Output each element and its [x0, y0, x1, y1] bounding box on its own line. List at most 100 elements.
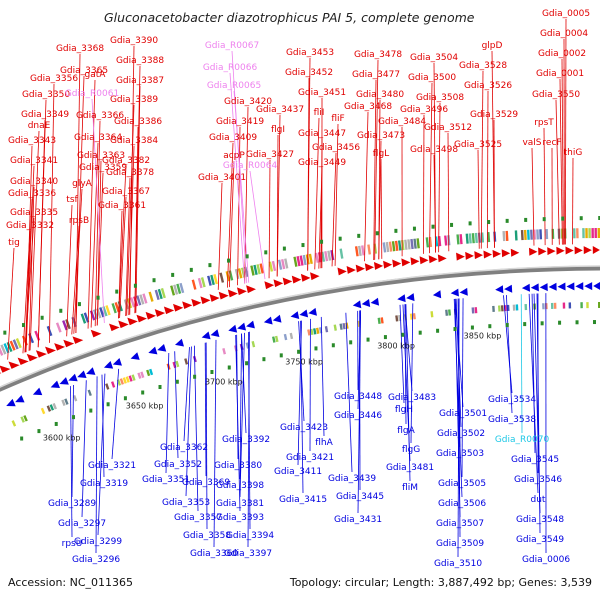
cog-color-band: [299, 255, 304, 266]
cog-color-band: [407, 239, 411, 250]
cog-color-band: [361, 245, 365, 256]
gene-label: Gdia_3409: [209, 133, 257, 143]
tick-marker: [171, 272, 175, 277]
cog-color-band: [114, 302, 120, 313]
forward-gene-arrow: [419, 256, 429, 265]
forward-gene-arrow: [428, 255, 438, 264]
forward-gene-arrow: [373, 261, 384, 270]
gene-label-connector: [128, 145, 135, 316]
cog-color-band: [310, 328, 314, 336]
cog-color-band: [333, 324, 337, 331]
gene-label: Gdia_3340: [10, 177, 58, 187]
gene-label-connector: [399, 304, 405, 404]
reverse-gene-arrow: [352, 300, 362, 309]
gene-label-connector: [543, 127, 546, 246]
reverse-gene-arrow: [86, 367, 96, 375]
tick-marker: [505, 218, 509, 223]
tick-marker: [383, 335, 387, 340]
gene-labels: Gdia_0005 Gdia_0004 Gdia_0002 Gdia_0001 Gdia…: [6, 9, 590, 569]
gene-label-connector: [71, 225, 80, 335]
tick-marker: [133, 283, 137, 288]
tick-marker: [54, 421, 58, 426]
gene-label: tig: [8, 238, 20, 248]
gene-label: Gdia_3343: [8, 136, 56, 146]
tick-marker: [579, 216, 583, 221]
tick-marker: [77, 302, 81, 307]
cog-color-band: [80, 313, 87, 324]
cog-color-band: [430, 311, 434, 318]
reverse-gene-arrow: [201, 331, 211, 340]
gene-label-connector: [126, 104, 135, 316]
cog-color-band: [222, 348, 227, 355]
reverse-gene-arrow: [272, 314, 282, 323]
gene-label: Gdia_3420: [224, 97, 272, 107]
cog-color-band: [0, 346, 4, 356]
cog-color-band: [110, 381, 116, 388]
gene-label: Gdia_3297: [58, 519, 106, 529]
tick-marker: [470, 325, 474, 330]
gene-label: Gdia_3448: [334, 392, 382, 402]
forward-gene-arrow: [191, 298, 202, 307]
cog-color-band: [308, 253, 313, 265]
forward-gene-arrow: [492, 249, 502, 258]
gene-label-connector: [235, 334, 241, 512]
reverse-gene-arrow: [557, 282, 566, 291]
cog-color-band: [385, 241, 390, 253]
cog-color-band: [219, 272, 225, 283]
gene-label: Gdia_3349: [21, 110, 69, 120]
cog-color-band: [307, 329, 311, 336]
gene-label: Gdia_3397: [224, 549, 272, 559]
gene-label-connector: [433, 154, 437, 253]
gene-label: rpsT: [534, 118, 554, 128]
gene-label: Gdia_3496: [400, 105, 448, 115]
gene-label-connector: [300, 320, 304, 494]
gene-label: acpP: [223, 151, 245, 161]
gene-label: Gdia_3363: [77, 151, 125, 161]
tick-marker: [141, 390, 145, 395]
accession-text: Accession: NC_011365: [8, 576, 133, 589]
tick-marker: [558, 320, 562, 325]
tick-marker: [375, 231, 379, 236]
gene-label: gatA: [85, 70, 107, 80]
cog-color-band: [111, 303, 117, 314]
tick-marker: [115, 289, 119, 294]
gene-label: Gdia_3452: [285, 68, 333, 78]
cog-color-band: [339, 323, 343, 330]
gene-label: Gdia_3512: [424, 123, 472, 133]
tick-marker: [158, 384, 162, 389]
cog-color-band: [321, 251, 326, 262]
tick-marker: [450, 222, 454, 227]
tick-marker: [106, 402, 110, 407]
cog-color-band: [357, 320, 361, 327]
tick-marker: [331, 343, 335, 348]
gene-label: Gdia_3332: [6, 221, 54, 231]
reverse-gene-arrow: [77, 370, 87, 379]
forward-gene-arrow: [109, 323, 120, 332]
reverse-gene-arrow: [130, 352, 140, 360]
gene-label-connector: [357, 310, 362, 514]
forward-gene-arrow: [0, 365, 11, 373]
forward-gene-arrow: [118, 320, 129, 329]
cog-color-band: [514, 230, 518, 241]
cog-color-band: [445, 309, 449, 316]
forward-gene-arrow: [145, 311, 157, 320]
gene-label: Gdia_3451: [298, 88, 346, 98]
kbp-label: 3600 kbp: [43, 433, 81, 442]
gene-label: Gdia_3478: [354, 50, 402, 60]
cog-color-band: [157, 288, 163, 300]
gene-label: Gdia_3484: [378, 117, 426, 127]
gene-label: dut: [531, 495, 546, 505]
cog-color-band: [259, 263, 264, 274]
gene-label: fliM: [402, 483, 418, 493]
reverse-gene-arrow: [103, 361, 114, 369]
cog-color-band: [55, 322, 62, 333]
gene-label: Gdia_3421: [286, 453, 334, 463]
gene-label-connector: [229, 160, 235, 288]
gene-label: Gdia_3453: [286, 48, 334, 58]
cog-color-band: [105, 305, 111, 316]
gene-label-connector: [95, 376, 98, 554]
forward-gene-arrow: [54, 343, 66, 351]
reverse-gene-arrow: [263, 316, 273, 325]
forward-gene-arrow: [355, 264, 365, 273]
